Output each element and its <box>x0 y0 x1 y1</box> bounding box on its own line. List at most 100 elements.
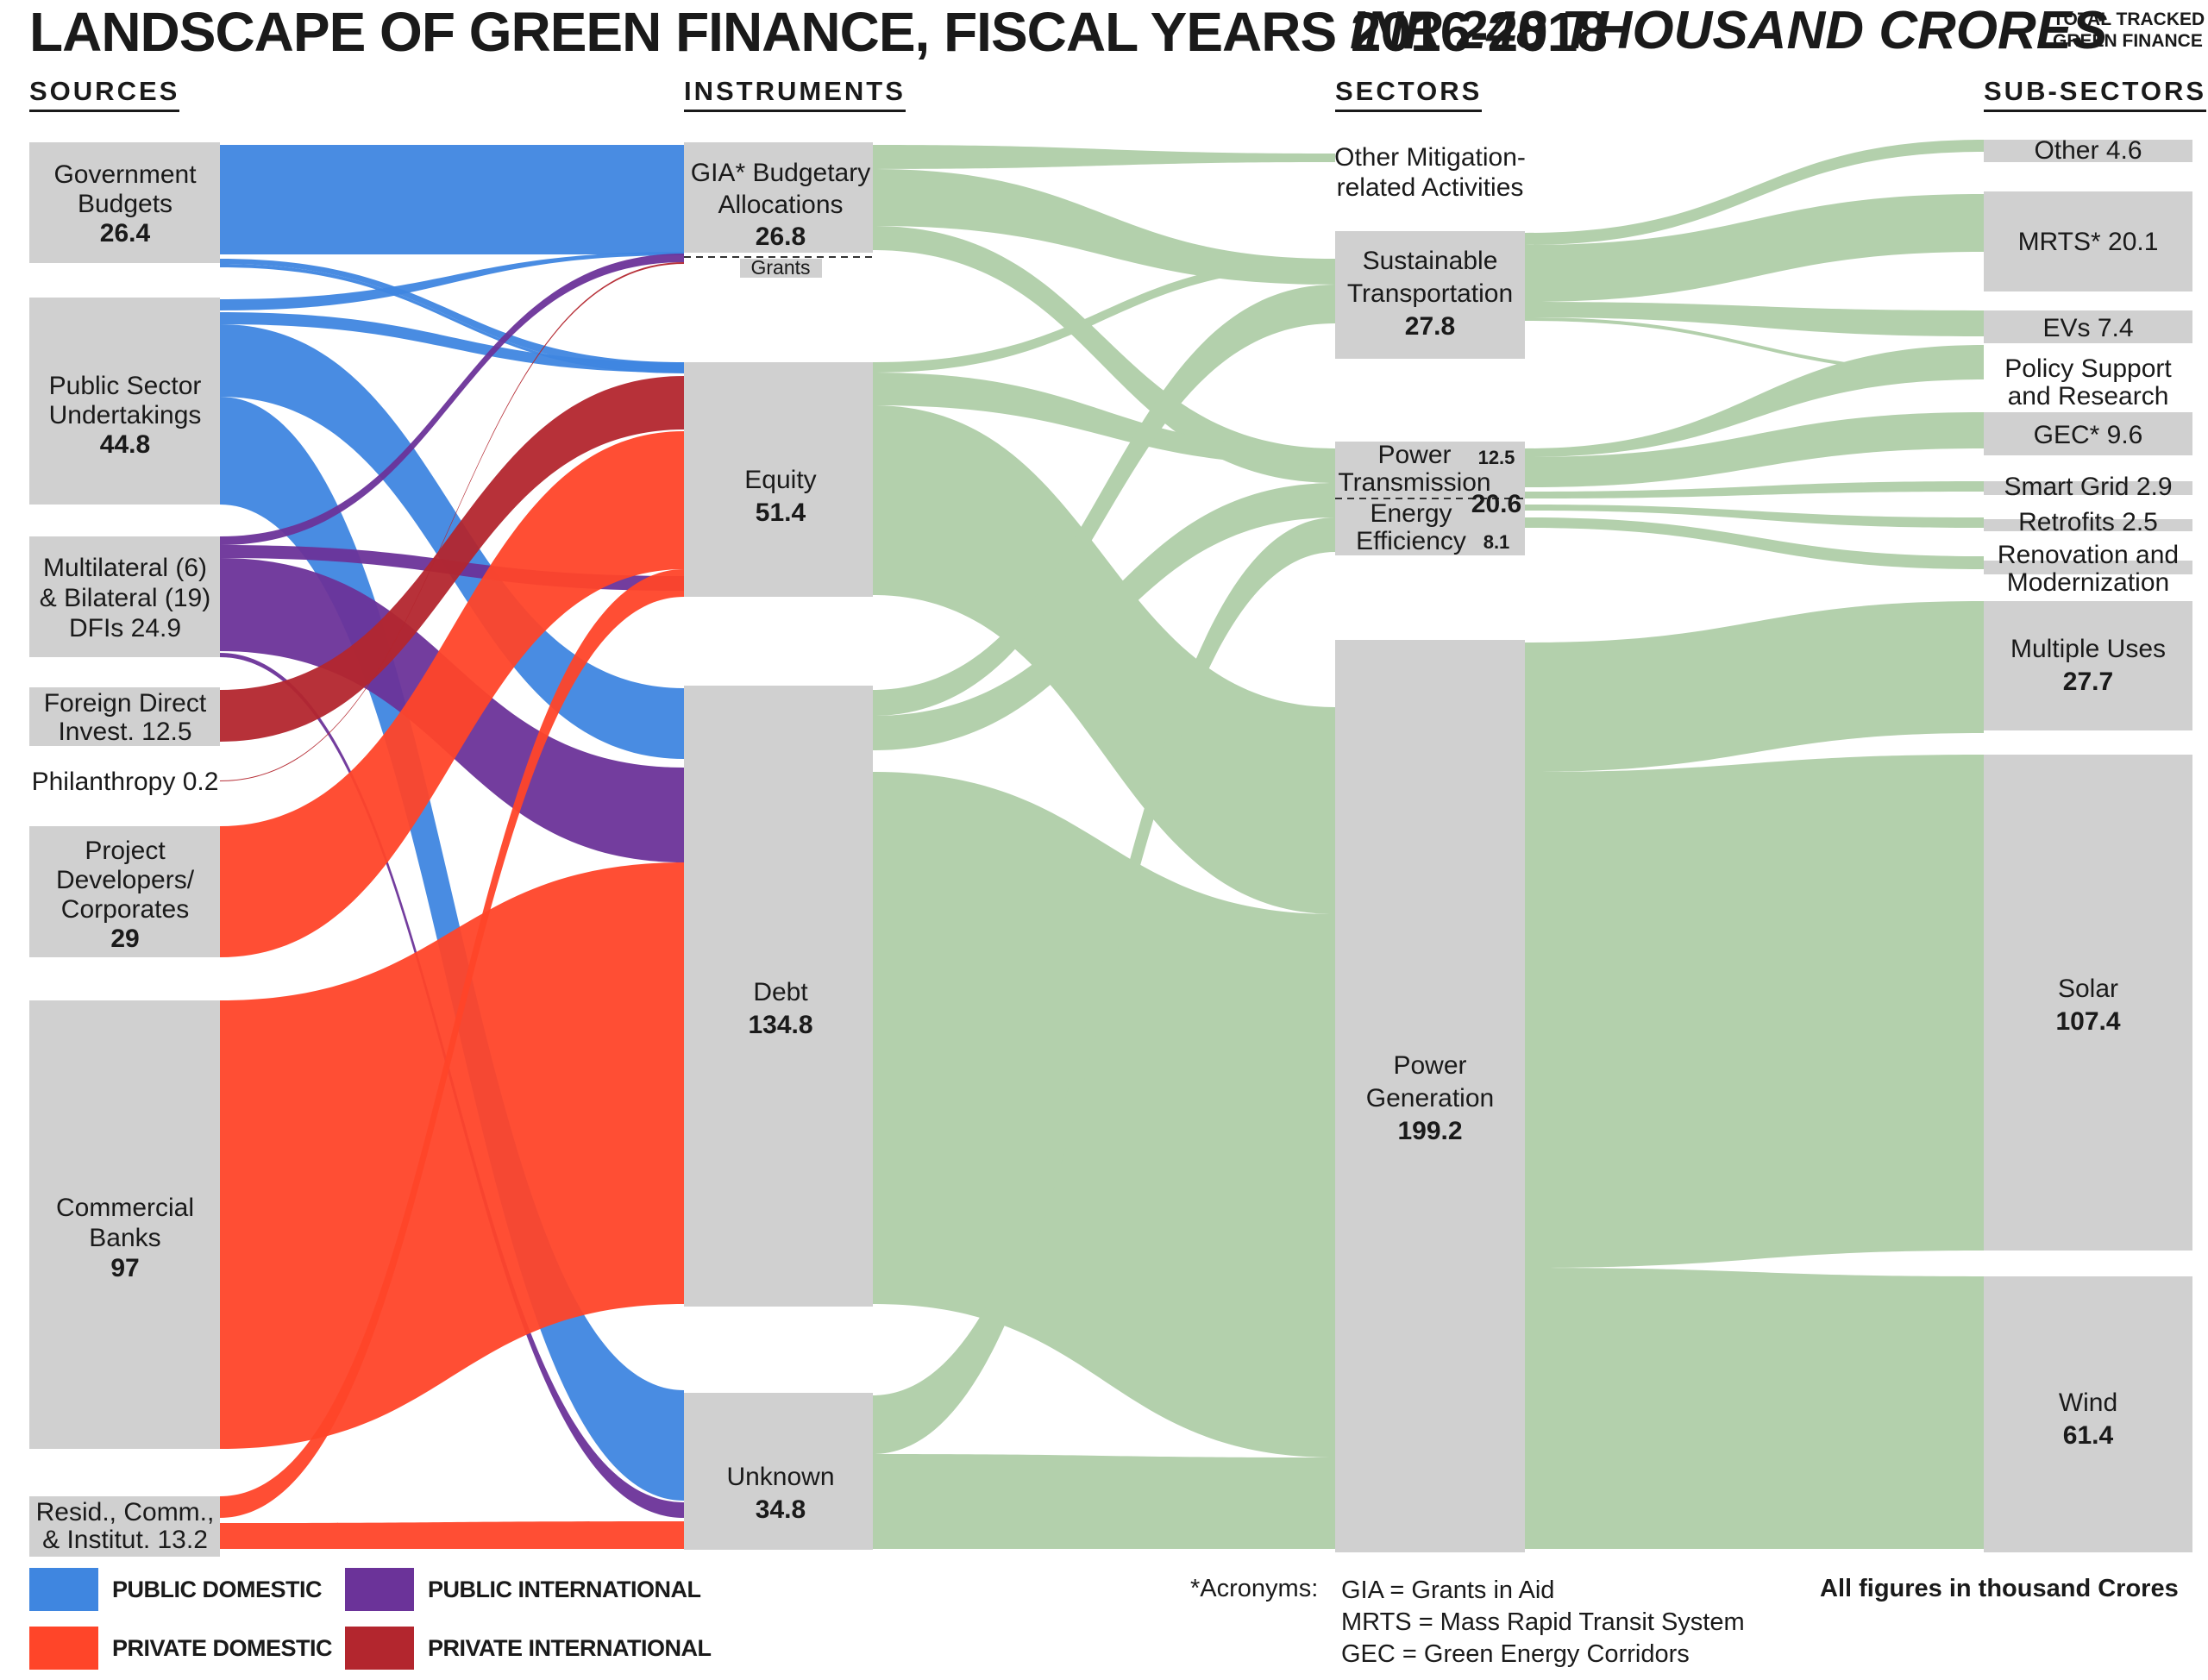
flow-equity-ptee <box>873 373 1335 466</box>
total-tracked-note: TOTAL TRACKED GREEN FINANCE <box>2053 9 2205 52</box>
flow-powergen-wind <box>1525 1268 1984 1549</box>
column-header-sectors: SECTORS <box>1335 76 1483 112</box>
flow-gov-gia <box>220 145 684 254</box>
total-tracked-value: INR 248 THOUSAND CRORES <box>1350 1 2108 60</box>
sector-node-power-generation <box>1335 640 1525 1552</box>
flow-gia-othermit <box>873 145 1335 169</box>
flow-fdi-equity <box>220 376 684 742</box>
source-label-fdi: Foreign Direct Invest. 12.5 <box>44 689 207 746</box>
acronym-mrts: MRTS = Mass Rapid Transit System <box>1341 1608 1745 1636</box>
flow-bank-debt <box>220 862 684 1449</box>
flow-ptee-renov <box>1525 517 1984 569</box>
source-node-dfis <box>29 536 220 657</box>
legend-swatch <box>29 1627 98 1670</box>
sector-label-power-generation: Power Generation 199.2 <box>1366 1051 1494 1145</box>
units-note: All figures in thousand Crores <box>1820 1575 2179 1602</box>
flow-psu-equity <box>220 312 684 373</box>
flow-phil-grants <box>220 262 684 781</box>
flow-ptee-policy <box>1525 345 1984 457</box>
instrument-label-unknown: Unknown 34.8 <box>726 1463 834 1524</box>
page-title: LANDSCAPE OF GREEN FINANCE, FISCAL YEARS… <box>29 1 1608 63</box>
acronym-gia: GIA = Grants in Aid <box>1341 1577 1555 1604</box>
flow-transport-evs <box>1525 302 1984 336</box>
legend-item-public-international: PUBLIC INTERNATIONAL <box>345 1568 701 1611</box>
flow-debt-powergen <box>873 772 1335 1457</box>
sector-label-transportation: Sustainable Transportation 27.8 <box>1347 247 1513 341</box>
flow-gov-equity <box>220 259 684 371</box>
source-label-project-developers: Project Developers/Corporates 29 <box>56 837 195 953</box>
flow-unknown-powergen <box>873 1454 1335 1549</box>
source-label-psu: Public Sector Undertakings 44.8 <box>49 372 202 459</box>
subsector-label-renovation: Renovation and Modernization <box>1998 541 2179 597</box>
instrument-node-unknown <box>684 1393 873 1550</box>
flow-ptee-smart <box>1525 481 1984 498</box>
subsector-node-mrts <box>1984 191 2192 291</box>
flow-debt-transport <box>873 285 1335 716</box>
flow-gia-transport <box>873 169 1335 285</box>
subsector-label-other: Other 4.6 <box>2034 136 2142 165</box>
source-label-philanthropy: Philanthropy 0.2 <box>32 768 219 796</box>
sector-value-power-transmission: 12.5 <box>1478 447 1515 468</box>
subsector-label-gec: GEC* 9.6 <box>2034 421 2143 449</box>
total-note-line-1: TOTAL TRACKED <box>2053 9 2205 29</box>
subsector-node-renovation <box>1984 561 2192 574</box>
legend-label: PRIVATE INTERNATIONAL <box>428 1634 712 1661</box>
acronyms-label: *Acronyms: <box>1190 1575 1319 1602</box>
column-header-sources: SOURCES <box>29 76 180 112</box>
instrument-node-gia <box>684 142 873 253</box>
legend-label: PRIVATE DOMESTIC <box>112 1634 333 1661</box>
instrument-label-debt: Debt 134.8 <box>748 978 812 1039</box>
flow-unknown-ptee <box>873 517 1335 1454</box>
source-node-commercial-banks <box>29 1000 220 1449</box>
subsector-label-evs: EVs 7.4 <box>2042 314 2133 342</box>
subsector-label-multiple-uses: Multiple Uses 27.7 <box>2010 635 2166 696</box>
flow-dfi-grants <box>220 254 684 545</box>
flow-gia-ptee <box>873 226 1335 483</box>
subsector-node-multiple-uses <box>1984 601 2192 730</box>
instrument-node-grants <box>740 259 822 278</box>
flow-equity-powergen <box>873 405 1335 914</box>
source-label-dfis: Multilateral (6) & Bilateral (19) DFIs 24.… <box>40 554 210 643</box>
flow-transport-mrts <box>1525 194 1984 302</box>
subsector-node-gec <box>1984 412 2192 455</box>
legend-swatch <box>345 1627 414 1670</box>
flow-res-unknown <box>220 1521 684 1549</box>
legend-swatch <box>29 1568 98 1611</box>
flow-res-equity <box>220 569 684 1518</box>
flow-powergen-multi <box>1525 601 1984 772</box>
subsector-label-retrofits: Retrofits 2.5 <box>2018 508 2158 536</box>
sector-label-energy-efficiency: Energy Efficiency <box>1356 499 1466 555</box>
subsector-label-solar: Solar 107.4 <box>2055 975 2120 1036</box>
subsector-node-wind <box>1984 1276 2192 1552</box>
legend-label: PUBLIC DOMESTIC <box>112 1576 323 1602</box>
subsector-label-wind: Wind 61.4 <box>2059 1389 2117 1450</box>
legend-item-private-domestic: PRIVATE DOMESTIC <box>29 1627 333 1670</box>
instrument-label-grants: Grants <box>750 256 810 279</box>
flow-proj-equity <box>220 431 684 957</box>
column-header-instruments: INSTRUMENTS <box>684 76 906 112</box>
instrument-node-debt <box>684 686 873 1307</box>
acronym-gec: GEC = Green Energy Corridors <box>1341 1640 1690 1668</box>
source-node-fdi <box>29 687 220 746</box>
source-node-residential <box>29 1496 220 1557</box>
flow-ptee-retro <box>1525 505 1984 528</box>
subsector-label-smart-grid: Smart Grid 2.9 <box>2004 473 2172 501</box>
legend: PUBLIC DOMESTIC PUBLIC INTERNATIONAL PRI… <box>29 1568 762 1680</box>
source-node-government-budgets <box>29 142 220 263</box>
sector-value-pt-ee-total: 20.6 <box>1471 490 1521 518</box>
sector-label-power-transmission: Power Transmission <box>1338 441 1490 497</box>
flow-ptee-gec <box>1525 412 1984 487</box>
flow-psu-grants <box>220 252 684 310</box>
instrument-node-equity <box>684 362 873 597</box>
flow-equity-transport <box>873 259 1335 373</box>
legend-item-private-international: PRIVATE INTERNATIONAL <box>345 1627 712 1670</box>
subsector-node-solar <box>1984 755 2192 1251</box>
flow-transport-other <box>1525 140 1984 245</box>
flow-debt-ptee <box>873 483 1335 750</box>
flow-gov-debt-thin <box>220 264 684 373</box>
sector-label-other-mitigation: Other Mitigation-related Activities <box>1334 143 1526 202</box>
column-header-subsectors: SUB-SECTORS <box>1984 76 2207 112</box>
sector-node-transportation <box>1335 231 1525 359</box>
source-node-project-developers <box>29 826 220 957</box>
